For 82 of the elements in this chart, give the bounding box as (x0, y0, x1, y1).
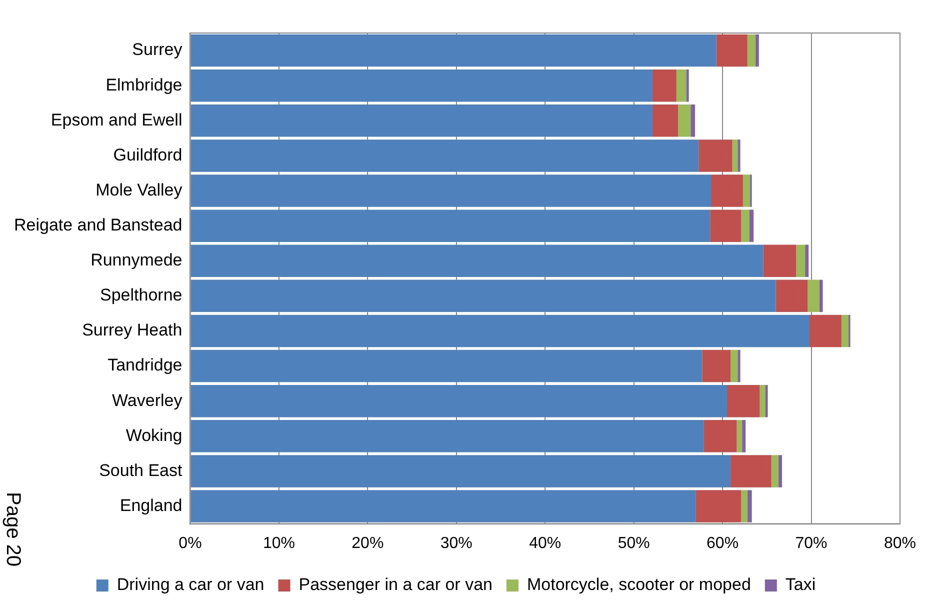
x-tick-label: 60% (706, 534, 739, 552)
x-tick-label: 50% (618, 534, 650, 552)
y-tick-label: Guildford (113, 145, 182, 164)
bar (716, 34, 748, 67)
x-tick-label: 30% (440, 534, 472, 552)
bar (742, 174, 750, 207)
legend-label: Taxi (785, 575, 816, 594)
bar (726, 384, 760, 418)
bar (755, 34, 759, 67)
bar (190, 210, 710, 242)
bar (190, 104, 652, 137)
bar (742, 420, 746, 452)
bar (776, 280, 808, 312)
bar (749, 210, 754, 242)
x-tick-label: 10% (262, 534, 295, 552)
legend-label: Passenger in a car or van (298, 575, 492, 594)
bar (190, 140, 699, 172)
bar (738, 140, 740, 172)
y-tick-label: Epsom and Ewell (50, 110, 182, 130)
bar (704, 420, 737, 452)
x-tick-label: 70% (795, 534, 828, 552)
bar (730, 350, 738, 382)
y-tick-label: Spelthorne (100, 286, 182, 305)
bar (190, 314, 810, 348)
bar (690, 104, 696, 137)
y-tick-label: Waverley (112, 390, 183, 410)
bar (652, 104, 678, 137)
bar (190, 174, 712, 207)
bar (819, 280, 823, 312)
bar (741, 490, 748, 522)
bar (678, 104, 691, 137)
y-tick-label: Reigate and Banstead (14, 216, 182, 234)
bar (190, 244, 764, 277)
bar (190, 280, 776, 312)
bar (736, 420, 742, 452)
bar (738, 350, 740, 382)
bar (771, 455, 778, 488)
y-tick-label: Tandridge (108, 356, 182, 375)
bar (763, 244, 796, 277)
bar (805, 244, 809, 277)
bar (190, 69, 652, 102)
legend-label: Driving a car or van (116, 575, 264, 594)
bar (698, 140, 732, 172)
bar (702, 350, 731, 382)
bar (190, 384, 727, 418)
bar (809, 314, 842, 348)
bar (730, 455, 772, 488)
bar (686, 69, 689, 102)
y-tick-label: Surrey Heath (82, 320, 182, 340)
bar (778, 455, 782, 488)
bar (710, 210, 742, 242)
y-tick-label: Elmbridge (106, 75, 182, 94)
bar (190, 420, 704, 452)
bar (190, 350, 702, 382)
bar (747, 490, 752, 522)
bar (765, 384, 768, 418)
y-tick-label: Woking (126, 426, 182, 445)
bar (760, 384, 766, 418)
bar (652, 69, 676, 102)
bar (696, 490, 742, 522)
bar (732, 140, 738, 172)
bar (796, 244, 806, 277)
text: Page 20 (2, 492, 24, 567)
x-tick-label: 0% (178, 534, 202, 552)
bar (190, 455, 731, 488)
bar (190, 34, 716, 67)
y-tick-label: Runnymede (90, 250, 182, 270)
x-tick-label: 20% (352, 534, 384, 552)
y-tick-label: Surrey (132, 40, 183, 60)
x-tick-label: 80% (884, 534, 916, 552)
bar (711, 174, 743, 207)
bar (676, 69, 686, 102)
bar (741, 210, 750, 242)
bar (808, 280, 820, 312)
y-tick-label: England (120, 496, 182, 515)
bar (747, 34, 756, 67)
bar (190, 490, 696, 522)
x-tick-label: 40% (529, 534, 562, 552)
y-tick-label: Mole Valley (96, 180, 183, 200)
y-tick-label: South East (99, 460, 183, 480)
bar (841, 314, 849, 348)
legend-label: Motorcycle, scooter or moped (526, 575, 751, 594)
